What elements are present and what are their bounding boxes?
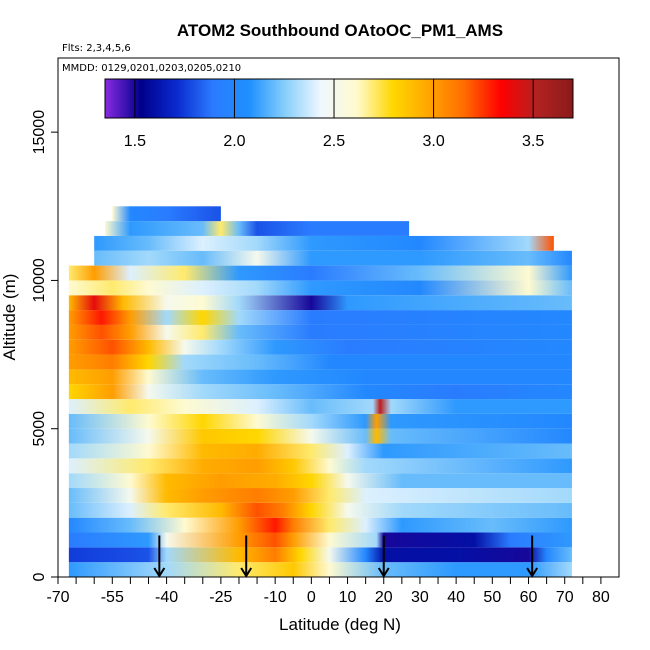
heatmap-row — [68, 443, 572, 459]
heatmap-row — [112, 206, 221, 222]
x-tick-label: -55 — [101, 589, 124, 606]
x-tick-label: 60 — [520, 589, 538, 606]
heatmap-row — [94, 235, 554, 251]
x-tick-label: 20 — [375, 589, 393, 606]
heatmap — [68, 206, 572, 577]
heatmap-row — [68, 295, 572, 311]
x-tick-label: 10 — [339, 589, 357, 606]
y-tick-label: 10000 — [31, 258, 48, 303]
heatmap-row — [94, 250, 572, 266]
chart-subtitle: Flts: 2,3,4,5,6 — [62, 43, 131, 54]
colorbar: 1.5 2.0 2.5 3.0 3.5 — [104, 78, 574, 150]
colorbar-tick-label: 2.5 — [323, 133, 345, 150]
colorbar-tick-label: 3.0 — [422, 133, 444, 150]
heatmap-row — [68, 458, 572, 474]
x-axis-label: Latitude (deg N) — [279, 615, 401, 634]
heatmap-row — [68, 413, 572, 429]
heatmap-row — [68, 547, 572, 563]
x-tick-label: 70 — [556, 589, 574, 606]
x-tick-label: -25 — [209, 589, 232, 606]
x-tick-label: 80 — [592, 589, 610, 606]
flight-arrow-head — [153, 567, 166, 578]
y-axis-label: Altitude (m) — [0, 274, 19, 361]
heatmap-row — [68, 532, 572, 548]
heatmap-row — [68, 310, 572, 325]
heatmap-row — [68, 280, 572, 296]
flight-arrow-head — [377, 567, 390, 578]
heatmap-row — [68, 562, 572, 577]
colorbar-tick-label: 1.5 — [124, 133, 146, 150]
heatmap-row — [68, 502, 572, 518]
y-axis: 0 5000 10000 15000 — [31, 110, 59, 581]
heatmap-row — [68, 265, 572, 281]
heatmap-row — [68, 339, 572, 355]
y-tick-label: 5000 — [31, 411, 48, 447]
heatmap-row — [68, 369, 572, 385]
chart-title: ATOM2 Southbound OAtoOC_PM1_AMS — [177, 21, 503, 40]
x-tick-label: -40 — [155, 589, 178, 606]
x-tick-label: 40 — [447, 589, 465, 606]
x-tick-label: -70 — [46, 589, 69, 606]
y-tick-label: 15000 — [31, 110, 48, 155]
heatmap-row — [68, 473, 572, 489]
heatmap-row — [68, 324, 572, 340]
flight-arrows — [153, 535, 538, 578]
heatmap-row — [68, 384, 572, 400]
colorbar-tick-label: 3.5 — [522, 133, 544, 150]
x-tick-label: -10 — [264, 589, 287, 606]
heatmap-row — [68, 488, 572, 503]
heatmap-row — [68, 428, 572, 444]
heatmap-row — [68, 399, 572, 414]
x-axis: -70 -55 -40 -25 -10 0 10 20 30 40 50 60 70 80 — [46, 576, 610, 606]
heatmap-row — [68, 354, 572, 370]
y-tick-label: 0 — [31, 572, 48, 581]
x-tick-label: 50 — [483, 589, 501, 606]
heatmap-row — [105, 221, 410, 236]
flight-arrow-head — [240, 567, 253, 578]
heatmap-row — [68, 517, 572, 533]
flight-arrow-head — [526, 567, 538, 578]
mmdd-annotation: MMDD: 0129,0201,0203,0205,0210 — [62, 63, 241, 74]
x-tick-label: 0 — [307, 589, 316, 606]
colorbar-bar — [104, 78, 574, 119]
x-tick-label: 30 — [411, 589, 429, 606]
colorbar-tick-label: 2.0 — [223, 133, 245, 150]
